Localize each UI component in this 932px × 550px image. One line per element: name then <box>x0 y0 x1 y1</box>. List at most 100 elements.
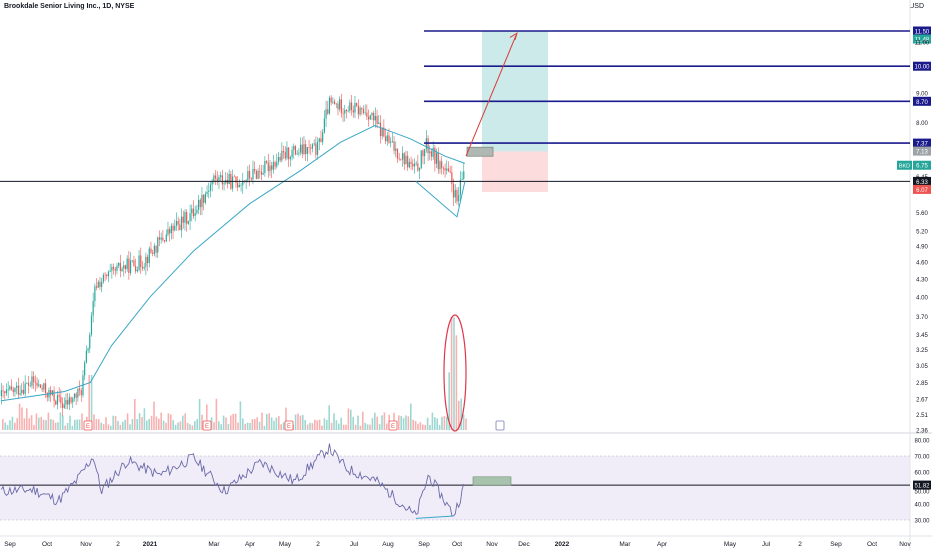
volume-bar <box>405 415 407 430</box>
candle-body <box>424 148 426 157</box>
volume-bar <box>160 412 162 430</box>
candle-body <box>449 171 451 173</box>
candle-body <box>167 229 169 235</box>
candle-body <box>78 388 81 391</box>
candle-body <box>46 393 48 398</box>
volume-bar <box>38 417 40 430</box>
volume-bar <box>371 418 374 430</box>
rsi-tick-label: 50.00 <box>914 490 930 496</box>
price-tick-label: 3.45 <box>916 333 928 339</box>
candle-body <box>430 151 433 157</box>
candle-body <box>152 252 154 254</box>
candle-body <box>237 182 239 188</box>
volume-bar <box>131 419 134 430</box>
candle-body <box>305 144 307 155</box>
volume-bar <box>57 422 59 430</box>
ticker-tag-label: BKD <box>899 164 910 170</box>
volume-bar <box>417 423 419 430</box>
price-tick-label: 2.36 <box>916 429 928 435</box>
candle-body <box>247 171 249 181</box>
volume-bar <box>218 421 220 430</box>
volume-bar <box>268 413 270 430</box>
rsi-tick-label: 40.00 <box>914 503 930 509</box>
candle-body <box>255 170 257 179</box>
volume-bar <box>246 422 249 430</box>
candle-body <box>356 103 358 106</box>
volume-bar <box>359 425 362 430</box>
volume-bar <box>186 422 189 430</box>
volume-bar <box>54 422 57 430</box>
candle-body <box>51 390 53 395</box>
time-tick-label: Apr <box>657 541 668 548</box>
volume-bar <box>28 418 30 430</box>
price-tick-label: 2.67 <box>916 397 928 403</box>
candle-body <box>145 256 147 267</box>
candle-body <box>315 143 317 155</box>
volume-spike-highlight <box>443 314 467 432</box>
volume-bar <box>309 422 311 430</box>
candle-body <box>265 161 268 163</box>
candle-body <box>21 389 23 394</box>
volume-bar <box>78 419 81 430</box>
candle-body <box>432 147 434 157</box>
candle-body <box>344 110 346 114</box>
volume-bar <box>172 420 174 430</box>
candle-body <box>294 146 297 155</box>
candle-body <box>456 190 458 202</box>
volume-bar <box>378 424 381 430</box>
candle-body <box>80 390 82 396</box>
volume-bar <box>107 424 110 430</box>
candle-body <box>26 382 28 384</box>
volume-bar <box>352 417 354 430</box>
candle-body <box>68 397 70 405</box>
candle-body <box>318 138 320 142</box>
price-badge-label: 7.37 <box>916 142 928 148</box>
volume-bar <box>167 413 170 430</box>
candle-body <box>104 274 106 276</box>
volume-bar <box>206 404 208 430</box>
volume-bar <box>443 416 446 430</box>
candle-body <box>89 334 91 349</box>
volume-bar <box>419 422 422 430</box>
price-badge <box>913 184 931 194</box>
rsi-divergence-line <box>415 515 454 519</box>
candle-body <box>150 248 152 253</box>
candle-body <box>354 103 356 113</box>
candle-body <box>458 195 460 202</box>
volume-bar <box>198 398 201 430</box>
candle-body <box>5 389 8 394</box>
volume-bar <box>275 417 278 430</box>
candle-body <box>369 115 371 120</box>
volume-bar <box>254 419 256 430</box>
candle-body <box>141 267 144 269</box>
time-tick-label: May <box>279 541 292 548</box>
volume-bar <box>215 398 218 430</box>
candle-body <box>133 260 135 266</box>
projection-arrow <box>465 35 517 157</box>
price-badge <box>913 160 931 170</box>
volume-bar <box>155 416 158 430</box>
volume-bar <box>134 398 136 430</box>
candle-body <box>427 138 429 154</box>
candle-body <box>22 389 25 394</box>
volume-bar <box>71 425 74 430</box>
candle-body <box>148 248 150 263</box>
candle-body <box>454 190 456 198</box>
candle-body <box>238 185 240 188</box>
volume-bar <box>465 418 467 430</box>
price-tick-label: 9.00 <box>916 91 928 97</box>
volume-bar <box>119 424 122 430</box>
candle-body <box>242 180 244 186</box>
candle-body <box>413 163 416 167</box>
candle-body <box>213 175 215 182</box>
chart-title: Brookdale Senior Living Inc., 1D, NYSE <box>4 3 135 10</box>
candle-body <box>169 229 171 234</box>
volume-bar <box>335 420 338 430</box>
time-tick-label: May <box>724 541 737 548</box>
volume-bar <box>357 415 359 430</box>
candle-body <box>248 171 251 178</box>
candle-body <box>376 116 378 124</box>
price-tick-label: 3.70 <box>916 315 928 321</box>
candle-body <box>2 390 4 392</box>
